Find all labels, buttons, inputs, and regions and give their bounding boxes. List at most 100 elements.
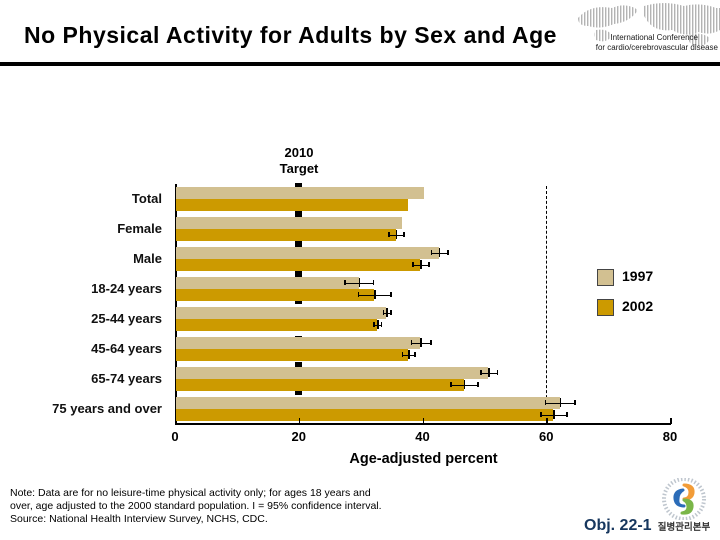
error-bar-cap bbox=[463, 380, 466, 389]
x-tick-mark bbox=[422, 418, 424, 424]
error-bar-cap bbox=[403, 232, 405, 237]
error-bar-cap bbox=[420, 260, 422, 269]
bar-1997 bbox=[176, 187, 424, 199]
error-bar bbox=[540, 414, 567, 416]
error-bar-cap bbox=[488, 368, 490, 377]
bar-1997 bbox=[176, 337, 421, 349]
error-bar bbox=[480, 372, 497, 374]
error-bar-cap bbox=[388, 232, 390, 237]
footnote: Note: Data are for no leisure-time physi… bbox=[10, 487, 382, 526]
error-bar-cap bbox=[344, 280, 346, 285]
error-bar bbox=[410, 342, 431, 344]
error-bar-cap bbox=[377, 320, 379, 329]
conference-line1: International Conference bbox=[610, 33, 698, 42]
objective-number: Obj. 22-1 bbox=[584, 517, 652, 534]
x-axis-title: Age-adjusted percent bbox=[349, 451, 498, 467]
error-bar-cap bbox=[553, 410, 555, 419]
bar-2002 bbox=[176, 319, 378, 331]
x-tick-label: 60 bbox=[539, 429, 554, 444]
category-label: 45-64 years bbox=[91, 341, 162, 356]
bar-2002 bbox=[176, 409, 554, 421]
header-divider bbox=[0, 62, 720, 66]
error-bar-cap bbox=[410, 340, 412, 345]
legend-swatch-1997 bbox=[597, 269, 614, 286]
error-bar bbox=[412, 264, 429, 266]
error-bar-cap bbox=[428, 262, 430, 267]
bar-1997 bbox=[176, 367, 489, 379]
error-bar-cap bbox=[380, 322, 383, 327]
error-bar bbox=[357, 294, 391, 296]
error-bar-cap bbox=[412, 262, 414, 267]
error-bar-cap bbox=[540, 412, 542, 417]
bar-2002 bbox=[176, 379, 464, 391]
slide-title: No Physical Activity for Adults by Sex a… bbox=[24, 22, 557, 48]
bar-2002 bbox=[176, 199, 409, 211]
plot-area bbox=[176, 185, 671, 425]
error-bar-cap bbox=[447, 250, 449, 255]
category-label: 18-24 years bbox=[91, 281, 162, 296]
error-bar bbox=[430, 252, 447, 254]
error-bar-cap bbox=[574, 400, 576, 405]
error-bar bbox=[344, 282, 373, 284]
error-bar bbox=[388, 234, 404, 236]
error-bar-cap bbox=[496, 370, 498, 375]
target-annotation: 2010 Target bbox=[259, 145, 339, 177]
category-label: Female bbox=[117, 221, 162, 236]
category-label: Male bbox=[133, 251, 162, 266]
x-tick-label: 40 bbox=[415, 429, 430, 444]
error-bar-cap bbox=[430, 250, 433, 255]
y-axis-line bbox=[175, 184, 177, 425]
bar-1997 bbox=[176, 307, 387, 319]
error-bar bbox=[450, 384, 478, 386]
error-bar bbox=[373, 324, 381, 326]
category-label: Total bbox=[131, 191, 162, 206]
x-tick-label: 20 bbox=[291, 429, 306, 444]
bar-2002 bbox=[176, 229, 396, 241]
error-bar-cap bbox=[566, 412, 568, 417]
bar-2002 bbox=[176, 259, 421, 271]
x-tick-mark bbox=[298, 418, 301, 424]
error-bar-cap bbox=[390, 310, 392, 315]
error-bar-cap bbox=[373, 322, 375, 327]
footnote-line2: over, age adjusted to the 2000 standard … bbox=[10, 500, 382, 512]
bar-2002 bbox=[176, 289, 374, 301]
error-bar-cap bbox=[358, 278, 361, 287]
legend-swatch-2002 bbox=[597, 299, 614, 316]
x-tick-label: 0 bbox=[171, 429, 179, 444]
legend-label-2002: 2002 bbox=[622, 298, 654, 314]
error-bar bbox=[382, 312, 391, 314]
error-bar-cap bbox=[420, 338, 422, 347]
bar-1997 bbox=[176, 217, 402, 229]
footnote-line3: Source: National Health Interview Survey… bbox=[10, 513, 268, 525]
error-bar-cap bbox=[477, 382, 479, 387]
error-bar bbox=[544, 402, 575, 404]
error-bar-cap bbox=[390, 292, 392, 297]
conference-line2: for cardio/cerebrovascular disease bbox=[595, 43, 718, 52]
kcdc-logo-label: 질병관리본부 bbox=[657, 522, 711, 533]
footnote-line1: Note: Data are for no leisure-time physi… bbox=[10, 487, 371, 499]
x-tick-mark bbox=[670, 418, 672, 424]
x-tick-label: 80 bbox=[662, 429, 678, 444]
category-label: 65-74 years bbox=[91, 371, 162, 386]
legend-label-1997: 1997 bbox=[622, 268, 654, 284]
target-word: Target bbox=[279, 161, 319, 176]
error-bar-cap bbox=[395, 230, 398, 239]
error-bar-cap bbox=[372, 280, 375, 285]
error-bar-cap bbox=[414, 352, 416, 357]
error-bar-cap bbox=[559, 398, 562, 407]
kcdc-logo-icon bbox=[662, 478, 706, 520]
x-axis-line bbox=[175, 423, 671, 425]
x-tick-mark bbox=[546, 418, 548, 424]
world-map-logo bbox=[578, 3, 720, 47]
error-bar-cap bbox=[357, 292, 360, 297]
error-bar-cap bbox=[450, 382, 452, 387]
error-bar-cap bbox=[401, 352, 404, 357]
bar-1997 bbox=[176, 277, 359, 289]
error-bar-cap bbox=[430, 340, 432, 345]
bar-1997 bbox=[176, 397, 560, 409]
error-bar-cap bbox=[374, 290, 376, 299]
reference-line-60 bbox=[546, 186, 547, 423]
bar-1997 bbox=[176, 247, 439, 259]
conference-name: International Conference for cardio/cere… bbox=[498, 33, 718, 53]
